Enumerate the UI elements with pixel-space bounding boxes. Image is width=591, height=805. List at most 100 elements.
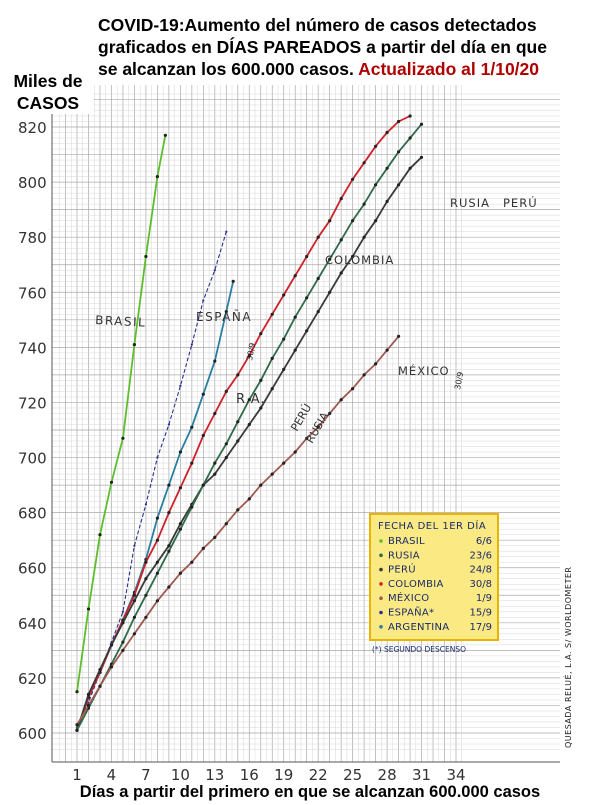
data-point-espa-a	[121, 610, 124, 613]
data-point-colombia	[201, 433, 205, 438]
author-note: QUESADA RELUÉ, L.A. S/ WORLDOMETER	[562, 567, 573, 748]
data-point-colombia	[167, 510, 171, 515]
data-point-brasil	[109, 480, 114, 484]
data-point-per-	[224, 455, 228, 460]
data-point-per-	[374, 219, 378, 223]
data-point-m-xico	[201, 546, 205, 551]
legend-entry-date: 6/6	[476, 536, 492, 547]
legend-entry-name: ESPAÑA*	[388, 606, 434, 619]
data-point-per-	[144, 577, 148, 581]
data-point-rusia	[282, 337, 286, 341]
data-point-colombia	[224, 389, 228, 393]
series-line-colombia	[76, 115, 411, 732]
label-espana: ESPAÑA	[196, 309, 252, 324]
data-point-espa-a	[202, 299, 205, 302]
chart-title: COVID-19:Aumento del número de casos det…	[98, 14, 574, 80]
data-point-colombia	[259, 332, 263, 336]
data-point-m-xico	[109, 665, 114, 669]
data-point-r-a-	[178, 450, 182, 454]
data-point-colombia	[178, 486, 182, 490]
data-point-brasil	[132, 343, 136, 347]
data-point-rusia	[351, 219, 355, 223]
update-note: Actualizado al 1/10/20	[358, 59, 540, 79]
data-point-m-xico	[282, 461, 286, 465]
x-tick-label: 13	[205, 766, 224, 784]
data-point-colombia	[397, 119, 401, 124]
data-point-brasil	[121, 436, 125, 440]
data-point-rusia	[178, 527, 182, 531]
data-point-rusia	[121, 640, 125, 644]
y-tick-label: 660	[18, 560, 47, 578]
legend-entry-date: 24/8	[470, 565, 492, 576]
data-point-rusia	[224, 442, 228, 446]
axes: 600 620 640 660 680 700 720 740 760 780 800 820 1 4 7 1…	[18, 85, 560, 784]
y-tick-label: 700	[18, 450, 47, 468]
x-tick-label: 25	[343, 766, 362, 784]
data-point-per-	[408, 166, 412, 170]
data-point-m-xico	[121, 648, 125, 653]
data-point-colombia	[339, 197, 343, 201]
data-point-espa-a	[190, 343, 193, 346]
x-tick-label: 16	[240, 766, 259, 784]
data-point-r-a-	[224, 310, 228, 314]
data-point-colombia	[408, 114, 412, 118]
data-point-colombia	[328, 219, 332, 223]
data-point-m-xico	[75, 723, 79, 727]
data-point-m-xico	[144, 615, 148, 619]
data-point-per-	[167, 544, 171, 548]
data-point-m-xico	[98, 684, 102, 688]
data-point-espa-a	[144, 503, 147, 506]
data-point-espa-a	[133, 544, 136, 547]
data-point-per-	[339, 271, 343, 275]
data-point-m-xico	[328, 411, 332, 416]
data-point-m-xico	[270, 472, 274, 476]
data-point-r-a-	[190, 425, 194, 429]
data-point-m-xico	[362, 373, 366, 377]
y-tick-label: 760	[18, 284, 47, 302]
legend-box	[369, 513, 499, 641]
data-point-m-xico	[293, 450, 297, 454]
data-point-rusia	[397, 150, 401, 154]
x-axis-title: Días a partir del primero en que se alca…	[79, 783, 541, 801]
data-point-colombia	[351, 177, 355, 181]
data-point-m-xico	[167, 585, 171, 589]
x-tick-label: 34	[446, 766, 465, 784]
data-point-rusia	[75, 728, 79, 732]
data-point-rusia	[339, 238, 343, 242]
data-point-per-	[86, 692, 91, 697]
y-tick-label: 680	[18, 505, 47, 523]
label-mexico: MÉXICO	[398, 363, 450, 378]
data-point-per-	[155, 560, 159, 564]
data-point-m-xico	[259, 483, 263, 487]
legend-marker	[379, 553, 383, 558]
data-point-rusia	[408, 136, 412, 140]
data-point-m-xico	[178, 571, 182, 575]
data-point-rusia	[293, 315, 297, 319]
y-tick-label: 600	[18, 725, 47, 743]
data-point-rusia	[167, 549, 171, 553]
data-point-m-xico	[247, 497, 251, 501]
label-rusia: RUSIA	[450, 196, 490, 210]
legend-entry-date: 23/6	[470, 550, 492, 561]
legend-marker	[379, 582, 383, 586]
label-peru: PERÚ	[503, 195, 538, 210]
data-point-m-xico	[374, 362, 378, 366]
y-tick-label: 620	[18, 670, 47, 688]
data-point-per-	[132, 599, 136, 603]
data-point-espa-a	[225, 230, 228, 233]
data-point-per-	[213, 472, 217, 476]
data-point-brasil	[155, 175, 159, 179]
data-point-colombia	[190, 461, 194, 465]
data-point-rusia	[259, 378, 263, 382]
legend-entry-date: 15/9	[470, 608, 492, 619]
x-tick-label: 1	[72, 766, 82, 784]
data-point-colombia	[305, 254, 309, 259]
data-point-per-	[259, 406, 263, 410]
data-point-colombia	[236, 373, 240, 377]
series	[75, 114, 424, 732]
data-point-espa-a	[179, 384, 182, 387]
y-tick-label: 820	[18, 119, 47, 137]
x-tick-label: 22	[309, 766, 328, 784]
data-point-rusia	[419, 122, 424, 126]
